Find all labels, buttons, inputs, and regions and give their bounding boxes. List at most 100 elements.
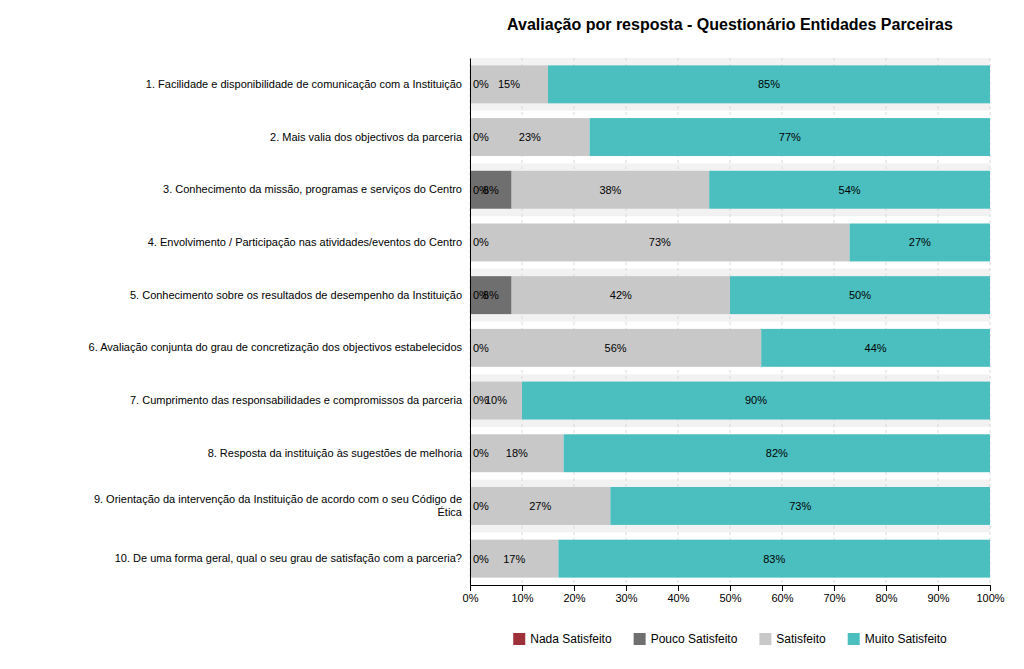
bar <box>761 329 990 367</box>
tick-label: 7. Cumprimento das responsabilidades e c… <box>130 394 463 406</box>
row-stripe <box>470 58 990 111</box>
bar <box>564 434 990 472</box>
bar <box>850 223 990 261</box>
plot: 0%0%0%0%0%0%0%0%0%0%8%8%17%27%18%10%56%4… <box>89 58 1005 604</box>
x-axis: 0% 10% 20% 30% 40% 50% 60% 70% 80% 90% 100% <box>463 585 1005 604</box>
tick-mark <box>782 585 783 591</box>
tick: 70% <box>823 585 845 604</box>
tick: 20% <box>563 585 585 604</box>
data-label: 50% <box>849 289 871 301</box>
y-axis: 1. Facilidade e disponibilidade de comun… <box>89 59 471 586</box>
data-label: 27% <box>909 236 931 248</box>
tick-mark <box>678 585 679 591</box>
tick: 10. De uma forma geral, qual o seu grau … <box>115 552 462 564</box>
tick-label: 60% <box>771 592 793 604</box>
data-label: 42% <box>610 289 632 301</box>
tick-mark <box>626 585 627 591</box>
tick: 6. Avaliação conjunta do grau de concret… <box>89 341 463 353</box>
tick-label: 9. Orientação da intervenção da Institui… <box>94 493 463 518</box>
title: Avaliação por resposta - Questionário En… <box>507 16 953 33</box>
tick: 4. Envolvimento / Participação nas ativi… <box>148 236 462 248</box>
bar <box>470 65 548 103</box>
data-label: 82% <box>766 447 788 459</box>
legend-swatch <box>634 633 646 645</box>
data-label: 0% <box>473 342 489 354</box>
legend-label: Nada Satisfeito <box>530 632 612 646</box>
row-stripe <box>470 163 990 216</box>
tick-mark <box>990 585 991 591</box>
data-label: 8% <box>483 289 499 301</box>
row-stripe <box>470 269 990 322</box>
bar <box>470 276 512 314</box>
tick: 1. Facilidade e disponibilidade de comun… <box>146 78 462 90</box>
bar <box>470 329 761 367</box>
bar <box>470 223 850 261</box>
legend-label: Pouco Satisfeito <box>651 632 738 646</box>
tick-label: 4. Envolvimento / Participação nas ativi… <box>148 236 462 248</box>
data-label: 10% <box>485 394 507 406</box>
grid-line <box>470 58 471 585</box>
data-label: 38% <box>599 184 621 196</box>
tick: 10% <box>511 585 533 604</box>
tick-label: 1. Facilidade e disponibilidade de comun… <box>146 78 462 90</box>
tick-mark <box>730 585 731 591</box>
tick-label: 70% <box>823 592 845 604</box>
legend-item: Nada Satisfeito <box>513 632 612 646</box>
tick: 30% <box>615 585 637 604</box>
legend-swatch <box>848 633 860 645</box>
data-label: 18% <box>506 447 528 459</box>
chart: Avaliação por resposta - Questionário En… <box>0 0 1024 669</box>
tick-label: 20% <box>563 592 585 604</box>
data-label: 44% <box>865 342 887 354</box>
tick-label: 6. Avaliação conjunta do grau de concret… <box>89 341 463 353</box>
data-label: 23% <box>519 131 541 143</box>
tick-label: 2. Mais valia dos objectivos da parceria <box>270 131 463 143</box>
tick-label: 3. Conhecimento da missão, programas e s… <box>163 183 462 195</box>
tick: 50% <box>719 585 741 604</box>
legend-item: Pouco Satisfeito <box>634 632 738 646</box>
tick-label: 90% <box>927 592 949 604</box>
bar <box>512 171 710 209</box>
bar <box>548 65 990 103</box>
bar <box>590 118 990 156</box>
data-label: 15% <box>498 78 520 90</box>
data-label: 73% <box>649 236 671 248</box>
tick: 5. Conhecimento sobre os resultados de d… <box>130 289 462 301</box>
tick-label: 30% <box>615 592 637 604</box>
data-label: 0% <box>473 78 489 90</box>
tick-mark <box>834 585 835 591</box>
tick-label: 40% <box>667 592 689 604</box>
tick-label: 10. De uma forma geral, qual o seu grau … <box>115 552 462 564</box>
bar <box>610 487 990 525</box>
tick-label: 10% <box>511 592 533 604</box>
data-label: 0% <box>473 131 489 143</box>
tick-label: 100% <box>976 592 1004 604</box>
bars <box>470 65 990 577</box>
data-label: 27% <box>529 500 551 512</box>
tick: 9. Orientação da intervenção da Institui… <box>94 493 463 518</box>
data-label: 0% <box>473 447 489 459</box>
tick-label: 50% <box>719 592 741 604</box>
bar <box>470 540 558 578</box>
legend-item: Muito Satisfeito <box>848 632 947 646</box>
tick-mark <box>470 585 471 591</box>
bar <box>730 276 990 314</box>
tick-mark <box>886 585 887 591</box>
tick-label: 0% <box>463 592 479 604</box>
data-label: 90% <box>745 394 767 406</box>
series <box>522 65 990 577</box>
legend-swatch <box>513 633 525 645</box>
tick: 90% <box>927 585 949 604</box>
tick-label: 8. Resposta da instituição às sugestões … <box>208 447 463 459</box>
tick-label: 5. Conhecimento sobre os resultados de d… <box>130 289 462 301</box>
data-label: 17% <box>503 553 525 565</box>
data-label: 85% <box>758 78 780 90</box>
tick-label: 80% <box>875 592 897 604</box>
bar <box>512 276 730 314</box>
legend-swatch <box>759 633 771 645</box>
axis-line <box>470 59 471 586</box>
row-stripe <box>470 374 990 427</box>
grid <box>470 58 990 585</box>
tick: 7. Cumprimento das responsabilidades e c… <box>130 394 463 406</box>
legend-item: Satisfeito <box>759 632 826 646</box>
